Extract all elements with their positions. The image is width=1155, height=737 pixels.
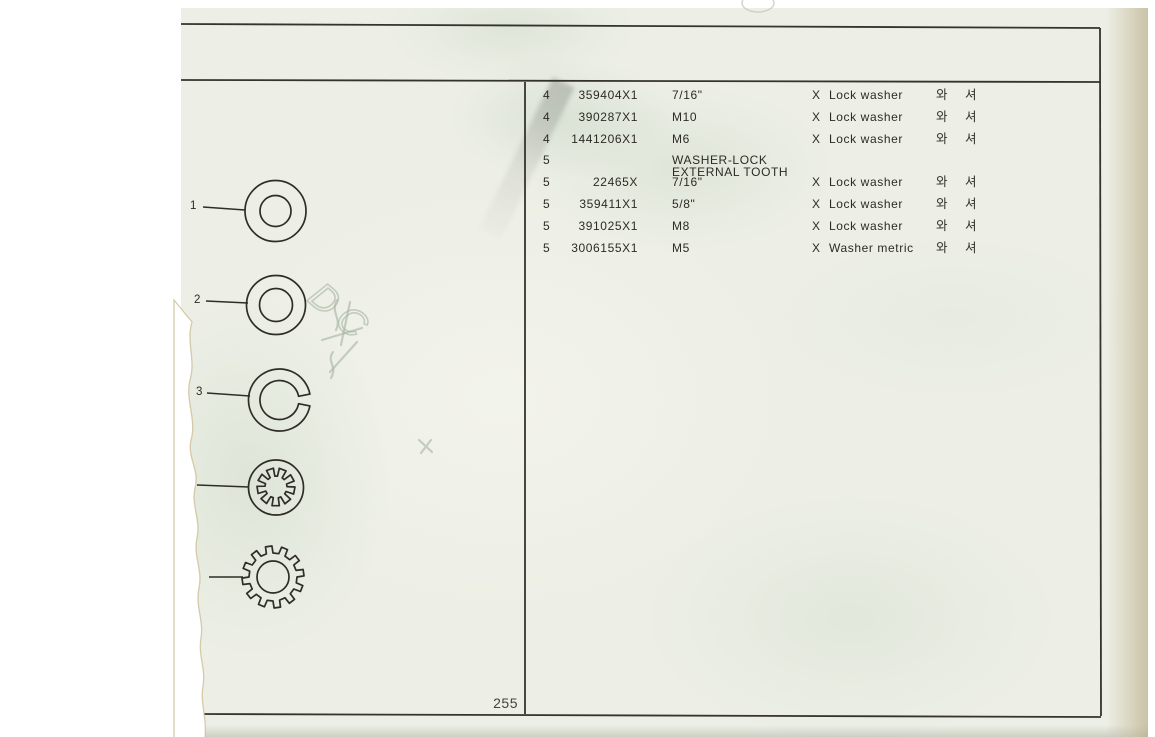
cell-description: Lock washer bbox=[829, 132, 903, 146]
table-right-border bbox=[1099, 27, 1102, 717]
flat-washer-figure-2 bbox=[245, 274, 307, 336]
torn-page-edge bbox=[173, 298, 207, 737]
split-lock-washer-figure bbox=[247, 368, 311, 432]
cell-part-number: 359411X1 bbox=[579, 197, 638, 211]
cell-part-number: 22465X bbox=[593, 175, 638, 189]
flat-washer-figure-1 bbox=[244, 179, 307, 243]
cell-size: 7/16" bbox=[672, 88, 703, 102]
cell-size: M5 bbox=[672, 241, 690, 255]
table-row: 5 22465X 7/16" X Lock washer 와 셔 bbox=[0, 175, 1155, 191]
callout-label-2: 2 bbox=[194, 294, 201, 306]
cell-size: WASHER-LOCK bbox=[672, 153, 768, 167]
callout-line-3 bbox=[206, 392, 251, 397]
table-rules bbox=[180, 23, 1102, 718]
cell-x-marker: X bbox=[812, 175, 821, 189]
cell-description-korean: 와 셔 bbox=[936, 132, 978, 146]
cell-x-marker: X bbox=[812, 197, 821, 211]
cell-size: 7/16" bbox=[672, 175, 703, 189]
header-rule-top bbox=[180, 23, 1101, 29]
external-tooth-washer-figure bbox=[241, 545, 305, 609]
cell-size: M8 bbox=[672, 219, 690, 233]
callout-label-3: 3 bbox=[196, 386, 203, 398]
cell-item-no: 4 bbox=[543, 132, 551, 146]
cell-description: Lock washer bbox=[829, 219, 903, 233]
callout-label-1: 1 bbox=[190, 200, 197, 212]
cell-description-korean: 와 셔 bbox=[936, 88, 978, 102]
cell-x-marker: X bbox=[812, 241, 821, 255]
table-row: 4 390287X1 M10 X Lock washer 와 셔 bbox=[0, 110, 1155, 126]
internal-tooth-washer-figure bbox=[247, 459, 305, 516]
cell-size: M10 bbox=[672, 110, 698, 124]
cell-item-no: 5 bbox=[543, 219, 551, 233]
header-rule-bottom bbox=[180, 79, 1101, 83]
cell-description-korean: 와 셔 bbox=[936, 219, 978, 233]
cell-item-no: 5 bbox=[543, 153, 551, 167]
cell-x-marker: X bbox=[812, 110, 821, 124]
cell-item-no: 4 bbox=[543, 110, 551, 124]
cell-part-number: 390287X1 bbox=[578, 110, 638, 124]
callout-lines bbox=[196, 206, 251, 578]
cell-part-number: 3006155X1 bbox=[571, 241, 638, 255]
cell-part-number: 1441206X1 bbox=[571, 132, 638, 146]
cell-description: Lock washer bbox=[829, 110, 903, 124]
cell-description-korean: 와 셔 bbox=[936, 175, 978, 189]
pencil-scribble bbox=[320, 298, 434, 455]
cell-description: Lock washer bbox=[829, 88, 903, 102]
table-row: 5 3006155X1 M5 X Washer metric 와 셔 bbox=[0, 241, 1155, 257]
cell-x-marker: X bbox=[812, 132, 821, 146]
cell-x-marker: X bbox=[812, 219, 821, 233]
callout-line-1 bbox=[202, 206, 246, 211]
cell-part-number: 391025X1 bbox=[578, 219, 638, 233]
paper-sheet bbox=[181, 8, 1148, 737]
cell-size: M6 bbox=[672, 132, 690, 146]
cell-description-korean: 와 셔 bbox=[936, 197, 978, 211]
cell-description: Lock washer bbox=[829, 197, 903, 211]
callout-line-2 bbox=[205, 300, 249, 304]
cell-part-number: 359404X1 bbox=[578, 88, 638, 102]
pencil-note-dc: DC bbox=[300, 275, 381, 353]
cell-description: Washer metric bbox=[829, 241, 914, 255]
table-row: 4 1441206X1 M6 X Lock washer 와 셔 bbox=[0, 132, 1155, 148]
faint-top-mark bbox=[741, 0, 775, 13]
page-number: 255 bbox=[493, 695, 518, 711]
callout-line-4 bbox=[196, 484, 250, 488]
cell-description-korean: 와 셔 bbox=[936, 241, 978, 255]
cell-size-line2: EXTERNAL TOOTH bbox=[672, 164, 789, 179]
cell-x-marker: X bbox=[812, 88, 821, 102]
table-bottom-border bbox=[197, 713, 1102, 718]
cell-description: Lock washer bbox=[829, 175, 903, 189]
cell-item-no: 4 bbox=[543, 88, 551, 102]
cell-item-no: 5 bbox=[543, 241, 551, 255]
table-row: 5 359411X1 5/8" X Lock washer 와 셔 bbox=[0, 197, 1155, 213]
cell-item-no: 5 bbox=[543, 175, 551, 189]
cell-description-korean: 와 셔 bbox=[936, 110, 978, 124]
cell-size: 5/8" bbox=[672, 197, 696, 211]
table-row: 4 359404X1 7/16" X Lock washer 와 셔 bbox=[0, 88, 1155, 104]
cell-item-no: 5 bbox=[543, 197, 551, 211]
table-row: 5 391025X1 M8 X Lock washer 와 셔 bbox=[0, 219, 1155, 235]
table-row: 5 WASHER-LOCK EXTERNAL TOOTH bbox=[0, 153, 1155, 179]
